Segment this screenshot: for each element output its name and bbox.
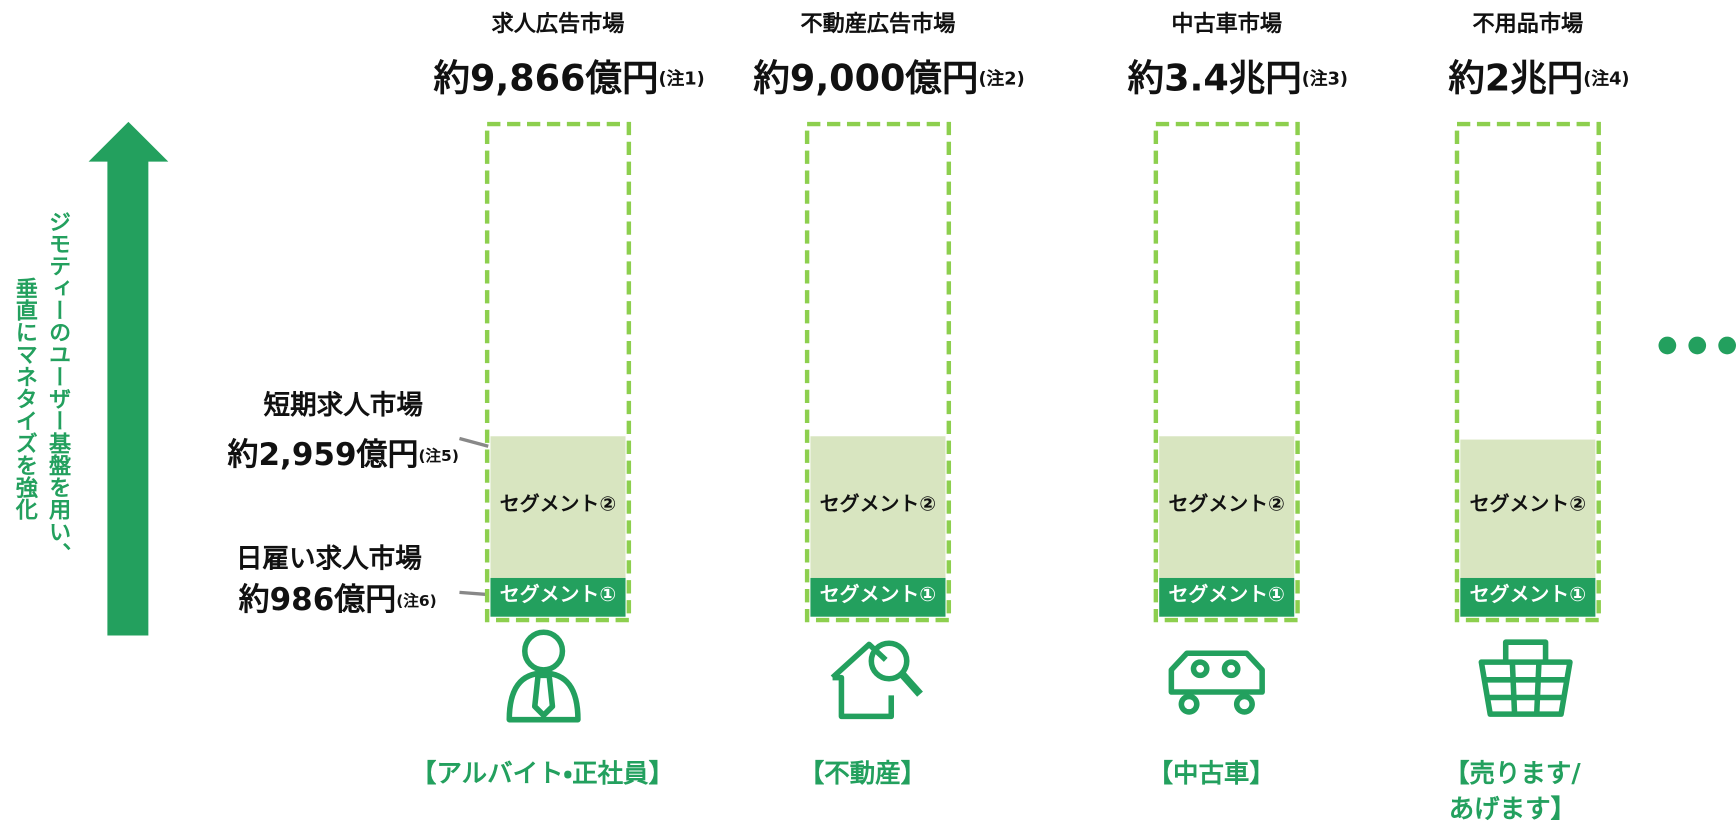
size: 約2,959億円 — [228, 437, 419, 473]
size: 約3.4兆円 — [1128, 56, 1302, 99]
icon-person — [506, 629, 581, 723]
size: 約9,000億円 — [753, 56, 978, 99]
segment2-title: 短期求人市場 — [264, 390, 423, 421]
market-box — [484, 121, 632, 623]
icon-house — [830, 640, 923, 720]
segment1-label: セグメント① — [1470, 582, 1586, 606]
market-title: 中古車市場 — [1171, 11, 1282, 37]
segment1-area — [810, 577, 946, 617]
note: (注2) — [978, 68, 1024, 90]
size: 約9,866億円 — [433, 56, 658, 99]
vertical-text: 垂直にマネタイズを強化 — [12, 277, 39, 521]
segment1-area — [490, 577, 626, 617]
market-title: 不動産広告市場 — [801, 11, 956, 37]
segment2-label: セグメント② — [500, 491, 616, 515]
market-size: 約9,000億円(注2) — [753, 56, 1024, 99]
segment1-area — [1460, 577, 1596, 617]
note: (注4) — [1583, 68, 1629, 90]
segment2-area — [1159, 436, 1295, 578]
market-box — [1454, 121, 1601, 623]
size: 約986億円 — [239, 582, 397, 618]
leader-line — [459, 590, 489, 597]
segment1-title: 日雇い求人市場 — [236, 544, 422, 575]
segment2-label: セグメント② — [1169, 491, 1285, 515]
icon-car — [1168, 650, 1265, 715]
category-label: 【中古車】 — [1148, 759, 1275, 789]
vertical-text: ジモティーのユーザー基盤を用い、 — [45, 210, 71, 564]
segment1-label: セグメント① — [1169, 582, 1285, 606]
segment1-label: セグメント① — [500, 582, 616, 606]
category-label: 【不動産】 — [799, 759, 926, 789]
segment1-label: セグメント① — [820, 582, 936, 606]
segment2-area — [490, 436, 626, 578]
category-label: あげます】 — [1449, 794, 1576, 824]
market-box — [1153, 121, 1300, 623]
note: (注1) — [659, 68, 705, 90]
note: (注5) — [418, 446, 458, 465]
segment2-label: セグメント② — [820, 491, 936, 515]
note: (注3) — [1302, 68, 1348, 90]
market-size: 約2兆円(注4) — [1448, 56, 1629, 99]
segment1-size: 約986億円(注6) — [239, 582, 437, 618]
category-label: 【売ります/ — [1444, 759, 1581, 789]
market-title: 不用品市場 — [1473, 11, 1584, 37]
category-label: 【アルバイト・正社員】 — [411, 759, 674, 789]
segment2-area — [1460, 439, 1596, 578]
segment1-area — [1159, 577, 1295, 617]
market-size: 約9,866億円(注1) — [433, 56, 704, 99]
market-box — [804, 121, 952, 623]
up-arrow — [88, 121, 169, 636]
note: (注6) — [396, 591, 436, 610]
market-size: 約3.4兆円(注3) — [1128, 56, 1348, 99]
segment2-area — [810, 436, 946, 578]
segment2-size: 約2,959億円(注5) — [228, 437, 459, 473]
size: 約2兆円 — [1448, 56, 1583, 99]
icon-basket — [1478, 639, 1573, 717]
ellipsis — [1658, 336, 1736, 355]
segment2-label: セグメント② — [1470, 491, 1586, 515]
market-title: 求人広告市場 — [492, 11, 625, 37]
leader-line — [459, 436, 489, 448]
